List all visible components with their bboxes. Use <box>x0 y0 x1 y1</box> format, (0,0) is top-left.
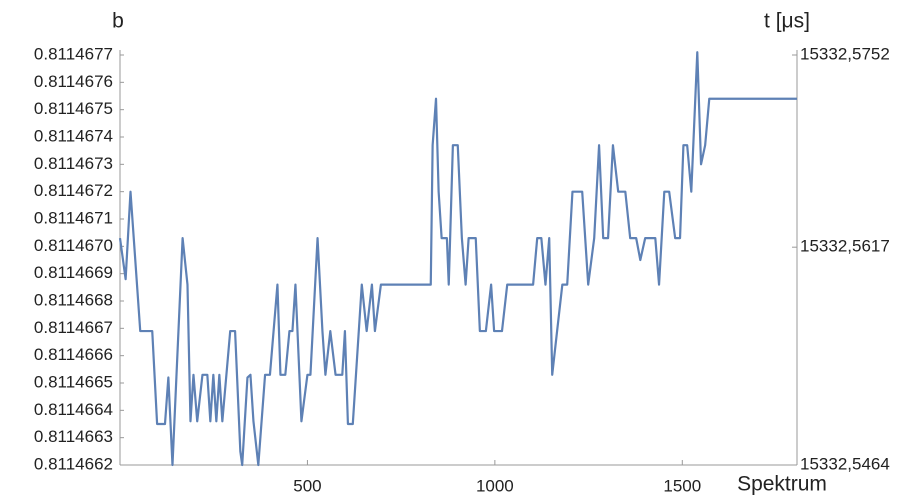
y-tick-label: 0.8114670 <box>34 236 113 255</box>
x-tick-label: 1500 <box>663 476 701 495</box>
y-tick-label: 0.8114673 <box>34 154 113 173</box>
y2-tick-label: 15332,5464 <box>800 454 890 473</box>
y-axis-label: b <box>112 10 124 33</box>
y-tick-label: 0.8114668 <box>34 290 113 309</box>
x-tick-label: 500 <box>293 476 321 495</box>
y-tick-label: 0.8114675 <box>34 99 113 118</box>
y-tick-label: 0.8114674 <box>34 126 113 145</box>
y2-tick-label: 15332,5752 <box>800 44 890 63</box>
y-tick-label: 0.8114676 <box>34 72 113 91</box>
y-tick-label: 0.8114677 <box>34 44 113 63</box>
y-tick-label: 0.8114666 <box>34 345 113 364</box>
y-tick-label: 0.8114672 <box>34 181 113 200</box>
y-tick-label: 0.8114671 <box>34 208 113 227</box>
y-tick-label: 0.8114662 <box>34 454 113 473</box>
y-tick-label: 0.8114663 <box>34 427 113 446</box>
y2-tick-label: 15332,5617 <box>800 237 890 256</box>
y-tick-label: 0.8114664 <box>34 400 113 419</box>
x-axis-label: Spektrum <box>737 473 827 496</box>
data-line <box>118 51 797 467</box>
y-tick-label: 0.8114667 <box>34 318 113 337</box>
x-tick-label: 1000 <box>476 476 514 495</box>
y-tick-label: 0.8114669 <box>34 263 113 282</box>
y2-axis-label: t [μs] <box>764 10 810 33</box>
y-tick-label: 0.8114665 <box>34 372 113 391</box>
